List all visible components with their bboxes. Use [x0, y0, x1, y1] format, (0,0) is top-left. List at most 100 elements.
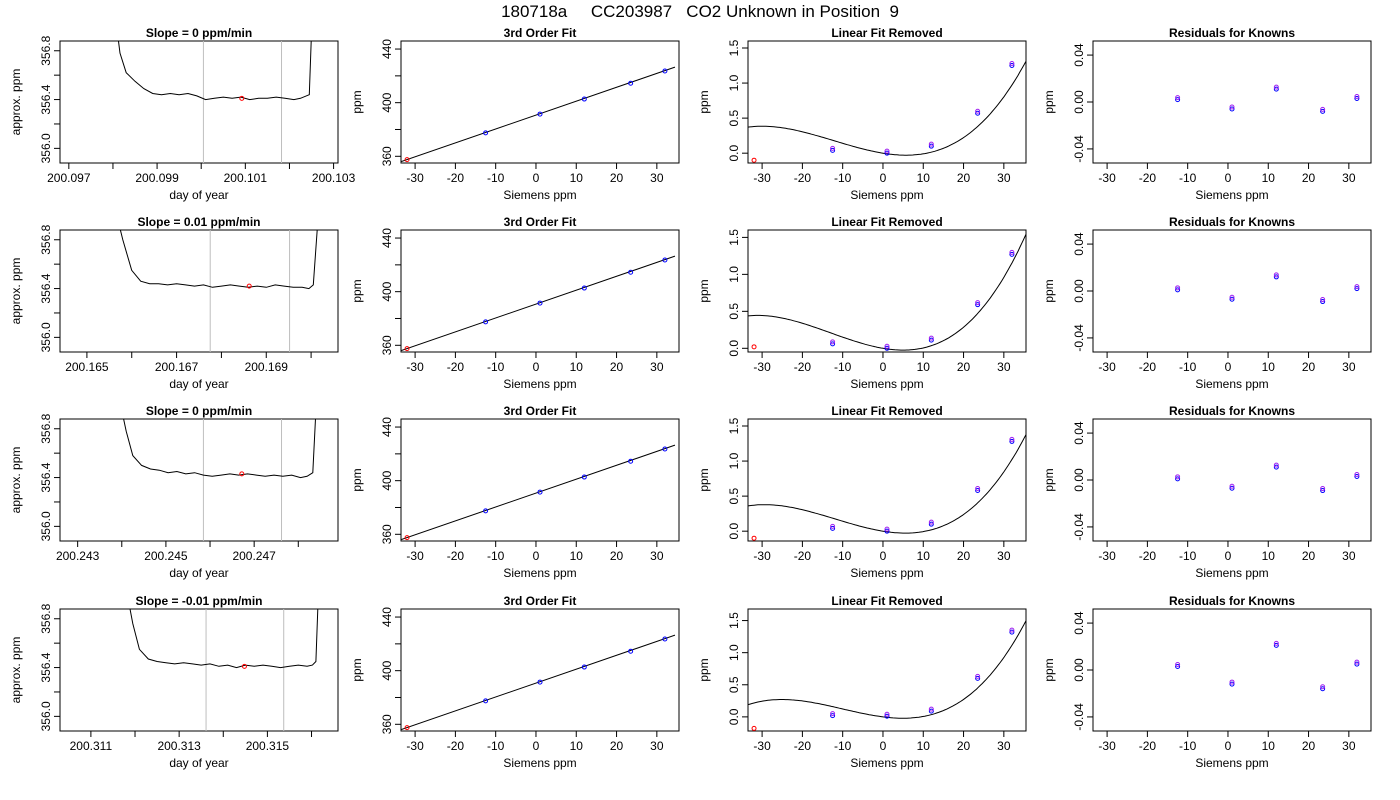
y-tick-label: 356.4 [39, 273, 53, 303]
data-point [928, 521, 934, 527]
y-axis-label: ppm [1042, 468, 1056, 491]
residual-point [1229, 485, 1235, 491]
data-point [537, 111, 543, 117]
x-tick-label: -20 [1139, 171, 1157, 185]
y-tick-label: 0.00 [1072, 279, 1086, 303]
y-tick-label: 356.0 [39, 511, 53, 541]
x-tick-label: 10 [917, 739, 931, 753]
panel-fit-r1: 3rd Order Fit -30 -20 -10 0 10 20 30 360 400 440 Si… [350, 26, 680, 202]
x-tick-label: 10 [570, 171, 584, 185]
residual-point [1320, 108, 1326, 114]
x-tick-label: 30 [997, 549, 1011, 563]
data-point [830, 713, 836, 719]
residual-point-duplicate [1175, 474, 1181, 480]
y-axis-label: ppm [350, 279, 364, 302]
x-tick-label: 0 [880, 360, 887, 374]
panel-residuals-r2: Residuals for Knowns -30 -20 -10 0 10 20 30 -0.0… [1042, 215, 1372, 391]
data-point [404, 725, 410, 731]
panel-linear-removed-r3: Linear Fit Removed -30 -20 -10 0 10 20 30 0.0 0.5… [697, 404, 1027, 580]
x-axis-label: Siemens ppm [1195, 188, 1268, 202]
x-tick-label: 200.243 [56, 549, 100, 563]
x-tick-label: 200.097 [47, 171, 91, 185]
data-point [537, 679, 543, 685]
data-point [628, 648, 634, 654]
y-axis-label: ppm [697, 279, 711, 302]
residual-point [1229, 296, 1235, 302]
x-tick-label: 30 [1342, 360, 1356, 374]
x-tick-label: -20 [794, 360, 812, 374]
data-point [751, 344, 757, 350]
x-axis-label: day of year [169, 566, 228, 580]
data-point [483, 319, 489, 325]
plot-frame [400, 40, 680, 164]
data-point [483, 130, 489, 136]
data-point-duplicate [928, 141, 934, 147]
series-line [129, 609, 319, 669]
plot-frame [400, 418, 680, 542]
data-point [483, 698, 489, 704]
data-point [751, 725, 757, 731]
data-point [1009, 438, 1015, 444]
data-point [975, 675, 981, 681]
panel-title: 3rd Order Fit [504, 404, 577, 418]
plot-area [129, 609, 319, 731]
x-tick-label: 0 [1225, 739, 1232, 753]
data-point [975, 488, 981, 494]
x-tick-label: -30 [406, 171, 424, 185]
residual-point [1273, 642, 1279, 648]
x-axis-label: day of year [169, 377, 228, 391]
panel-title: 3rd Order Fit [504, 215, 577, 229]
residual-point-duplicate [1354, 659, 1360, 665]
x-tick-label: -30 [1098, 360, 1116, 374]
y-tick-label: 400 [380, 660, 394, 680]
y-tick-label: 0.0 [727, 708, 741, 725]
x-tick-label: -20 [447, 360, 465, 374]
x-tick-label: 20 [610, 549, 624, 563]
residual-point-duplicate [1273, 462, 1279, 468]
x-axis-label: Siemens ppm [1195, 377, 1268, 391]
x-tick-label: 0 [1225, 360, 1232, 374]
panel-title: Slope = 0.01 ppm/min [137, 215, 260, 229]
x-tick-label: -20 [1139, 739, 1157, 753]
y-tick-label: 440 [380, 39, 394, 59]
residual-point-duplicate [1354, 93, 1360, 99]
y-tick-label: 1.5 [727, 612, 741, 629]
x-axis-label: Siemens ppm [850, 566, 923, 580]
panel-residuals-r4: Residuals for Knowns -30 -20 -10 0 10 20 30 -0.0… [1042, 594, 1372, 770]
panel-residuals-r1: Residuals for Knowns -30 -20 -10 0 10 20 30 -0.0… [1042, 26, 1372, 202]
y-tick-label: 0.00 [1072, 658, 1086, 682]
x-tick-label: 30 [1342, 739, 1356, 753]
y-tick-label: -0.04 [1072, 135, 1086, 163]
data-point-duplicate [975, 300, 981, 306]
panel-title: Residuals for Knowns [1169, 26, 1295, 40]
plot-frame [747, 608, 1027, 732]
x-tick-label: 30 [997, 360, 1011, 374]
x-tick-label: 10 [1262, 171, 1276, 185]
plot-frame [1092, 229, 1372, 353]
x-axis-label: Siemens ppm [503, 756, 576, 770]
y-tick-label: 356.8 [39, 35, 53, 65]
x-tick-label: -20 [447, 549, 465, 563]
plot-frame [747, 229, 1027, 353]
residual-point [1273, 464, 1279, 470]
y-axis-label: approx. ppm [9, 69, 23, 136]
panel-linear-removed-r1: Linear Fit Removed -30 -20 -10 0 10 20 30 0.0 0.5… [697, 26, 1027, 202]
x-axis-label: day of year [169, 188, 228, 202]
x-tick-label: 10 [1262, 739, 1276, 753]
y-tick-label: 1.5 [727, 229, 741, 246]
plot-area [748, 434, 1026, 541]
plot-area [401, 444, 676, 541]
x-tick-label: -20 [794, 171, 812, 185]
residual-point [1175, 287, 1181, 293]
data-point-duplicate [884, 148, 890, 154]
y-tick-label: 1.5 [727, 417, 741, 434]
x-axis-label: Siemens ppm [503, 566, 576, 580]
residual-point [1320, 488, 1326, 494]
data-point-duplicate [884, 526, 890, 532]
x-tick-label: 30 [650, 171, 664, 185]
x-tick-label: 200.099 [135, 171, 179, 185]
data-point [662, 257, 668, 263]
x-axis-label: Siemens ppm [503, 188, 576, 202]
